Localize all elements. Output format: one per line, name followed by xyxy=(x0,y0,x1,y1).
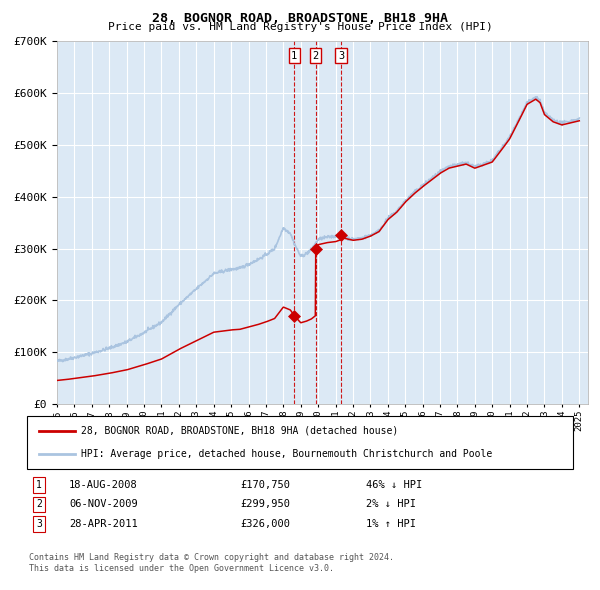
Text: Contains HM Land Registry data © Crown copyright and database right 2024.: Contains HM Land Registry data © Crown c… xyxy=(29,553,394,562)
Text: 18-AUG-2008: 18-AUG-2008 xyxy=(69,480,138,490)
Text: 28, BOGNOR ROAD, BROADSTONE, BH18 9HA (detached house): 28, BOGNOR ROAD, BROADSTONE, BH18 9HA (d… xyxy=(81,426,398,436)
Text: 2% ↓ HPI: 2% ↓ HPI xyxy=(366,500,416,509)
Text: 28-APR-2011: 28-APR-2011 xyxy=(69,519,138,529)
Text: £170,750: £170,750 xyxy=(240,480,290,490)
Text: 2: 2 xyxy=(36,500,42,509)
Text: 28, BOGNOR ROAD, BROADSTONE, BH18 9HA: 28, BOGNOR ROAD, BROADSTONE, BH18 9HA xyxy=(152,12,448,25)
Text: 46% ↓ HPI: 46% ↓ HPI xyxy=(366,480,422,490)
Text: 3: 3 xyxy=(36,519,42,529)
Text: HPI: Average price, detached house, Bournemouth Christchurch and Poole: HPI: Average price, detached house, Bour… xyxy=(81,449,492,459)
Text: 1: 1 xyxy=(36,480,42,490)
Text: 2: 2 xyxy=(313,51,319,61)
Text: £299,950: £299,950 xyxy=(240,500,290,509)
Text: 3: 3 xyxy=(338,51,344,61)
Text: £326,000: £326,000 xyxy=(240,519,290,529)
Text: 1% ↑ HPI: 1% ↑ HPI xyxy=(366,519,416,529)
Text: 06-NOV-2009: 06-NOV-2009 xyxy=(69,500,138,509)
Text: This data is licensed under the Open Government Licence v3.0.: This data is licensed under the Open Gov… xyxy=(29,564,334,573)
Text: 1: 1 xyxy=(291,51,298,61)
Text: Price paid vs. HM Land Registry's House Price Index (HPI): Price paid vs. HM Land Registry's House … xyxy=(107,22,493,32)
